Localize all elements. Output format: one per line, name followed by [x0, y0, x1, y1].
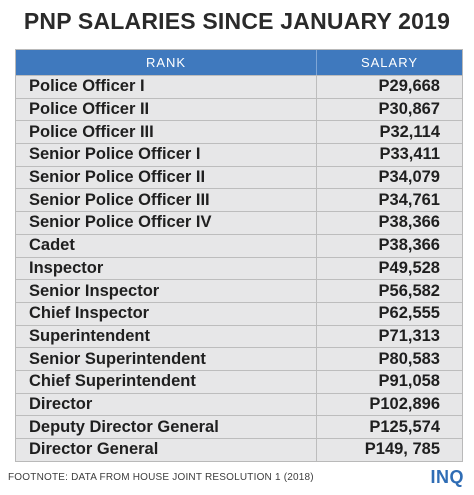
- rank-cell: Senior Police Officer IV: [16, 212, 317, 234]
- salary-cell: P62,555: [378, 304, 440, 323]
- salary-cell: P102,896: [369, 394, 440, 413]
- table-row: Police Officer I P29,668: [16, 75, 462, 98]
- salary-cell: P125,574: [369, 417, 440, 436]
- table-row: Superintendent P71,313: [16, 324, 462, 348]
- table-row: Senior Police Officer IV P38,366: [16, 211, 462, 234]
- salary-cell: P38,366: [378, 236, 440, 255]
- salary-cell: P49,528: [378, 258, 440, 277]
- column-header-salary: SALARY: [360, 55, 419, 70]
- salary-cell: P91,058: [378, 372, 440, 391]
- footnote: FOOTNOTE: DATA FROM HOUSE JOINT RESOLUTI…: [8, 472, 314, 483]
- table-row: Senior Police Officer III P34,761: [16, 188, 462, 212]
- table-row: Director P102,896: [16, 392, 462, 416]
- salary-cell: P80,583: [378, 349, 440, 368]
- rank-cell: Chief Superintendent: [16, 370, 317, 393]
- table-body: Police Officer I P29,668 Police Officer II…: [16, 75, 462, 461]
- salary-table: RANK SALARY Police Officer I P29,668 Polic…: [15, 49, 463, 462]
- table-row: Chief Inspector P62,555: [16, 301, 462, 325]
- rank-cell: Senior Inspector: [16, 280, 317, 302]
- salary-cell: P33,411: [379, 145, 440, 164]
- table-row: Senior Inspector P56,582: [16, 279, 462, 302]
- table-row: Senior Police Officer I P33,411: [16, 143, 462, 166]
- table-row: Inspector P49,528: [16, 256, 462, 280]
- rank-cell: Chief Inspector: [16, 302, 317, 325]
- salary-cell: P149, 785: [364, 440, 440, 459]
- table-row: Deputy Director General P125,574: [16, 415, 462, 438]
- salary-cell: P56,582: [378, 281, 440, 300]
- salary-cell: P29,668: [378, 77, 440, 96]
- table-row: Senior Superintendent P80,583: [16, 347, 462, 370]
- salary-cell: P30,867: [378, 100, 440, 119]
- rank-cell: Police Officer I: [16, 76, 317, 98]
- salary-cell: P34,079: [378, 168, 440, 187]
- table-row: Chief Superintendent P91,058: [16, 369, 462, 393]
- rank-cell: Superintendent: [16, 325, 317, 348]
- rank-cell: Senior Police Officer III: [16, 189, 317, 212]
- salary-cell: P32,114: [379, 122, 440, 141]
- rank-cell: Senior Police Officer II: [16, 166, 317, 189]
- rank-cell: Director: [16, 393, 317, 416]
- table-row: Police Officer II P30,867: [16, 97, 462, 121]
- page-title: PNP SALARIES SINCE JANUARY 2019: [23, 8, 451, 34]
- rank-cell: Police Officer III: [16, 121, 317, 144]
- rank-cell: Inspector: [16, 257, 317, 280]
- inq-logo: INQ: [430, 467, 464, 487]
- salary-cell: P34,761: [378, 190, 440, 209]
- table-row: Senior Police Officer II P34,079: [16, 165, 462, 189]
- rank-cell: Cadet: [16, 234, 317, 257]
- rank-cell: Senior Superintendent: [16, 348, 317, 370]
- rank-cell: Senior Police Officer I: [16, 144, 317, 166]
- rank-cell: Police Officer II: [16, 98, 317, 121]
- column-header-rank: RANK: [16, 50, 317, 75]
- salary-cell: P71,313: [378, 326, 440, 345]
- rank-cell: Deputy Director General: [16, 416, 317, 438]
- table-row: Cadet P38,366: [16, 233, 462, 257]
- rank-cell: Director General: [16, 439, 317, 461]
- salary-cell: P38,366: [378, 213, 440, 232]
- table-header: RANK SALARY: [16, 50, 462, 75]
- table-row: Director General P149, 785: [16, 438, 462, 461]
- table-row: Police Officer III P32,114: [16, 120, 462, 144]
